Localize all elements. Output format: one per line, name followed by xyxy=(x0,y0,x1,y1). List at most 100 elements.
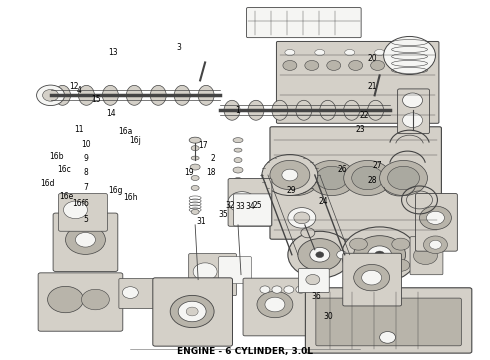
Ellipse shape xyxy=(248,100,264,120)
Ellipse shape xyxy=(343,100,360,120)
Circle shape xyxy=(193,263,217,280)
Text: ENGINE - 6 CYLINDER, 3.0L: ENGINE - 6 CYLINDER, 3.0L xyxy=(177,347,313,356)
Ellipse shape xyxy=(150,85,166,105)
Circle shape xyxy=(257,291,293,318)
Text: 7: 7 xyxy=(84,183,89,192)
Ellipse shape xyxy=(234,177,242,183)
Ellipse shape xyxy=(232,186,244,194)
Text: 16h: 16h xyxy=(123,193,137,202)
Ellipse shape xyxy=(349,60,363,71)
Text: 8: 8 xyxy=(84,168,89,177)
Text: 17: 17 xyxy=(198,141,208,150)
Ellipse shape xyxy=(233,138,243,143)
Circle shape xyxy=(375,251,385,258)
Ellipse shape xyxy=(190,164,200,170)
Text: 20: 20 xyxy=(367,54,377,63)
Text: 16g: 16g xyxy=(108,186,123,195)
Circle shape xyxy=(298,239,342,271)
FancyBboxPatch shape xyxy=(246,8,361,38)
Ellipse shape xyxy=(392,259,410,271)
Text: 19: 19 xyxy=(184,168,194,177)
FancyBboxPatch shape xyxy=(343,253,401,306)
Text: 16j: 16j xyxy=(129,136,141,145)
Circle shape xyxy=(262,154,318,195)
Circle shape xyxy=(282,169,298,181)
Text: 14: 14 xyxy=(106,109,116,118)
Ellipse shape xyxy=(345,50,355,55)
Ellipse shape xyxy=(234,203,242,207)
Text: 4: 4 xyxy=(76,86,81,95)
Text: 26: 26 xyxy=(338,165,347,174)
Circle shape xyxy=(306,274,320,285)
Circle shape xyxy=(272,286,282,293)
Circle shape xyxy=(354,265,390,291)
Text: 10: 10 xyxy=(81,140,91,149)
Ellipse shape xyxy=(102,85,119,105)
Ellipse shape xyxy=(349,238,368,250)
Circle shape xyxy=(284,286,294,293)
FancyBboxPatch shape xyxy=(219,257,251,284)
Ellipse shape xyxy=(337,251,347,259)
Text: 27: 27 xyxy=(372,161,382,170)
FancyBboxPatch shape xyxy=(305,288,472,353)
Circle shape xyxy=(296,286,306,293)
Circle shape xyxy=(260,286,270,293)
Circle shape xyxy=(384,36,436,75)
Text: 16b: 16b xyxy=(49,152,64,161)
Circle shape xyxy=(380,161,427,195)
Text: 23: 23 xyxy=(355,125,365,134)
Circle shape xyxy=(342,227,417,283)
Circle shape xyxy=(48,286,83,313)
Circle shape xyxy=(403,113,422,127)
Ellipse shape xyxy=(296,100,312,120)
Circle shape xyxy=(64,201,87,219)
Text: 9: 9 xyxy=(84,154,89,163)
FancyBboxPatch shape xyxy=(228,179,272,226)
Ellipse shape xyxy=(272,100,288,120)
Circle shape xyxy=(288,208,316,228)
Text: 5: 5 xyxy=(84,215,89,224)
Text: 24: 24 xyxy=(318,197,328,206)
FancyBboxPatch shape xyxy=(59,194,107,231)
Text: 34: 34 xyxy=(245,202,255,211)
Text: 33: 33 xyxy=(235,202,245,211)
Circle shape xyxy=(122,287,138,298)
Circle shape xyxy=(294,212,310,224)
Circle shape xyxy=(81,289,109,310)
Circle shape xyxy=(362,270,382,285)
Ellipse shape xyxy=(413,251,422,259)
Circle shape xyxy=(265,297,285,312)
Ellipse shape xyxy=(198,85,214,105)
Text: 32: 32 xyxy=(225,201,235,210)
Text: 25: 25 xyxy=(252,201,262,210)
Circle shape xyxy=(186,307,198,316)
Circle shape xyxy=(288,231,352,278)
Circle shape xyxy=(75,233,96,247)
Ellipse shape xyxy=(375,266,385,274)
FancyBboxPatch shape xyxy=(243,278,312,336)
FancyBboxPatch shape xyxy=(234,194,271,226)
Text: 21: 21 xyxy=(368,82,377,91)
FancyBboxPatch shape xyxy=(119,279,157,309)
Ellipse shape xyxy=(78,85,95,105)
Ellipse shape xyxy=(189,137,201,143)
Circle shape xyxy=(170,296,214,328)
Circle shape xyxy=(228,192,256,212)
Text: 16d: 16d xyxy=(40,179,54,188)
Ellipse shape xyxy=(301,228,315,238)
Circle shape xyxy=(270,161,310,190)
Ellipse shape xyxy=(236,269,242,280)
Circle shape xyxy=(423,236,447,253)
Text: 28: 28 xyxy=(368,176,377,185)
Ellipse shape xyxy=(375,50,385,55)
Circle shape xyxy=(403,93,422,108)
Text: 16e: 16e xyxy=(59,192,74,201)
Circle shape xyxy=(354,236,406,274)
FancyBboxPatch shape xyxy=(38,273,123,331)
Circle shape xyxy=(414,247,438,265)
Ellipse shape xyxy=(392,238,410,250)
Ellipse shape xyxy=(191,156,199,160)
Ellipse shape xyxy=(193,274,199,285)
Ellipse shape xyxy=(224,100,240,120)
Text: 12: 12 xyxy=(69,82,79,91)
